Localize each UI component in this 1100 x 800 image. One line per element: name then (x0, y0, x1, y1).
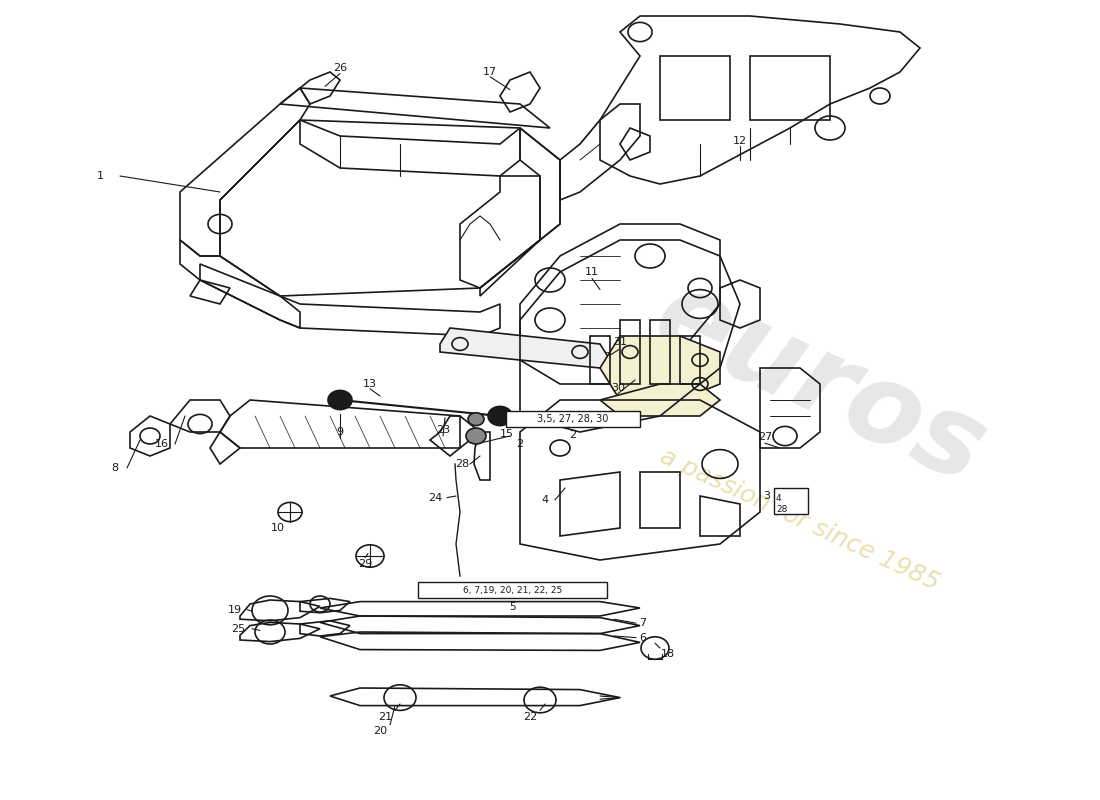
FancyBboxPatch shape (418, 582, 607, 598)
Text: 11: 11 (585, 267, 600, 277)
Text: 19: 19 (228, 605, 242, 614)
Text: 30: 30 (610, 383, 625, 393)
Text: 7: 7 (639, 618, 647, 628)
Text: 18: 18 (661, 650, 675, 659)
Text: 20: 20 (373, 726, 387, 736)
Text: 15: 15 (500, 429, 514, 438)
Text: 22: 22 (522, 712, 537, 722)
Text: 23: 23 (436, 426, 450, 435)
Circle shape (466, 428, 486, 444)
Text: 21: 21 (378, 712, 392, 722)
Text: 4: 4 (776, 494, 782, 503)
Text: 6, 7,19, 20, 21, 22, 25: 6, 7,19, 20, 21, 22, 25 (463, 586, 562, 595)
Text: 3,5, 27, 28, 30: 3,5, 27, 28, 30 (537, 414, 608, 424)
Circle shape (328, 390, 352, 410)
Circle shape (468, 413, 484, 426)
Text: 17: 17 (483, 67, 497, 77)
Polygon shape (600, 336, 720, 400)
Text: 10: 10 (271, 523, 285, 533)
Polygon shape (600, 384, 720, 416)
Text: 3: 3 (763, 491, 770, 501)
Polygon shape (440, 328, 610, 368)
FancyBboxPatch shape (506, 411, 640, 427)
Text: 25: 25 (231, 624, 245, 634)
Text: 31: 31 (613, 338, 627, 347)
Text: 2: 2 (570, 430, 576, 440)
Text: 13: 13 (363, 379, 377, 389)
Text: 8: 8 (111, 463, 119, 473)
Text: a passion for since 1985: a passion for since 1985 (657, 445, 944, 595)
Text: 28: 28 (776, 505, 788, 514)
FancyBboxPatch shape (774, 488, 808, 514)
Text: 5: 5 (509, 602, 516, 611)
Circle shape (488, 406, 512, 426)
Text: 14: 14 (500, 411, 514, 421)
Text: 6: 6 (639, 633, 647, 642)
Text: 26: 26 (333, 63, 348, 73)
Text: 24: 24 (428, 493, 442, 502)
Text: 4: 4 (541, 495, 549, 505)
Text: 12: 12 (733, 136, 747, 146)
Text: 1: 1 (97, 171, 103, 181)
Text: 2: 2 (516, 439, 524, 449)
Text: euros: euros (638, 261, 1002, 507)
Text: 29: 29 (358, 559, 372, 569)
Text: 27: 27 (758, 432, 772, 442)
Text: 28: 28 (455, 459, 469, 469)
Text: 16: 16 (155, 439, 169, 449)
Text: 9: 9 (337, 427, 343, 437)
